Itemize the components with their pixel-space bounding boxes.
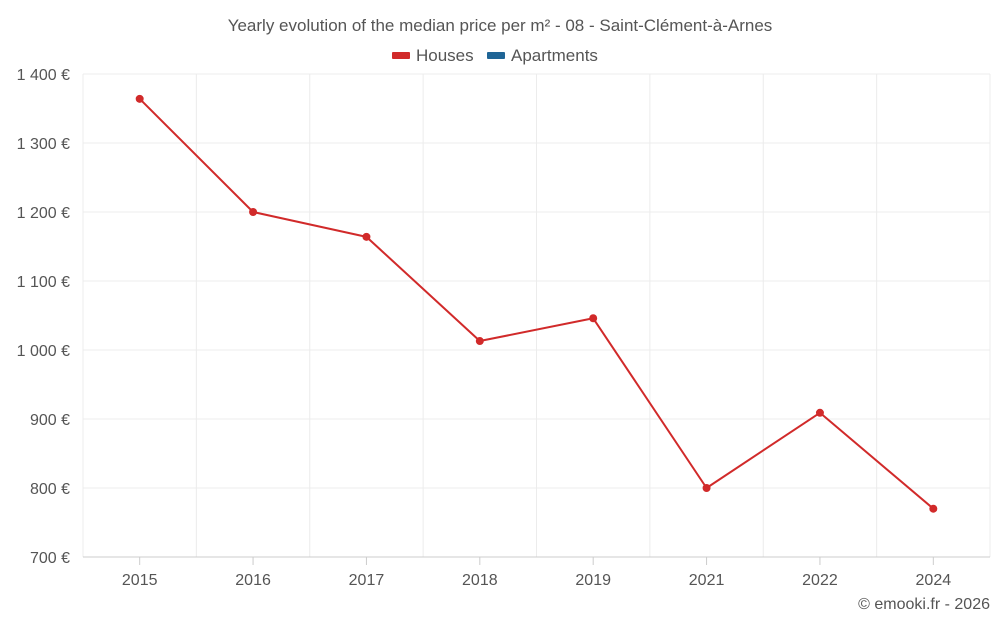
legend-swatch-houses [392,52,410,59]
chart-title: Yearly evolution of the median price per… [228,16,773,35]
data-point[interactable] [815,408,824,417]
y-tick-label: 900 € [30,412,70,429]
data-point[interactable] [589,314,598,323]
data-point[interactable] [249,208,258,216]
data-point[interactable] [929,504,938,513]
y-tick-label: 800 € [30,481,70,498]
y-tick-label: 1 200 € [17,205,70,222]
x-tick-label: 2017 [349,572,385,589]
series-line-houses [138,98,934,510]
legend-label-apartments: Apartments [511,46,598,65]
x-axis-ticks: 2015 2016 2017 2018 2019 2021 2022 2024 [122,557,951,589]
y-axis-ticks: 700 € 800 € 900 € 1 000 € 1 100 € 1 200 € 1 30… [17,67,70,567]
grid [82,73,991,557]
x-tick-label: 2018 [462,572,498,589]
legend-label-houses: Houses [416,46,474,65]
data-point[interactable] [475,337,484,346]
series-houses [135,94,938,513]
x-tick-label: 2022 [802,572,838,589]
credit-text: © emooki.fr - 2026 [858,596,990,613]
x-tick-label: 2015 [122,572,158,589]
x-tick-label: 2016 [235,572,271,589]
y-tick-label: 1 400 € [17,67,70,84]
y-tick-label: 1 100 € [17,274,70,291]
legend: Houses Apartments [392,46,598,65]
x-tick-label: 2021 [689,572,725,589]
legend-swatch-apartments [487,52,505,59]
x-tick-label: 2024 [916,572,952,589]
y-tick-label: 1 000 € [17,343,70,360]
x-tick-label: 2019 [575,572,611,589]
y-tick-label: 700 € [30,550,70,567]
legend-item-apartments[interactable]: Apartments [487,46,598,65]
y-tick-label: 1 300 € [17,136,70,153]
data-point[interactable] [135,94,144,103]
legend-item-houses[interactable]: Houses [392,46,474,65]
data-point[interactable] [362,232,371,241]
data-point[interactable] [702,484,711,492]
